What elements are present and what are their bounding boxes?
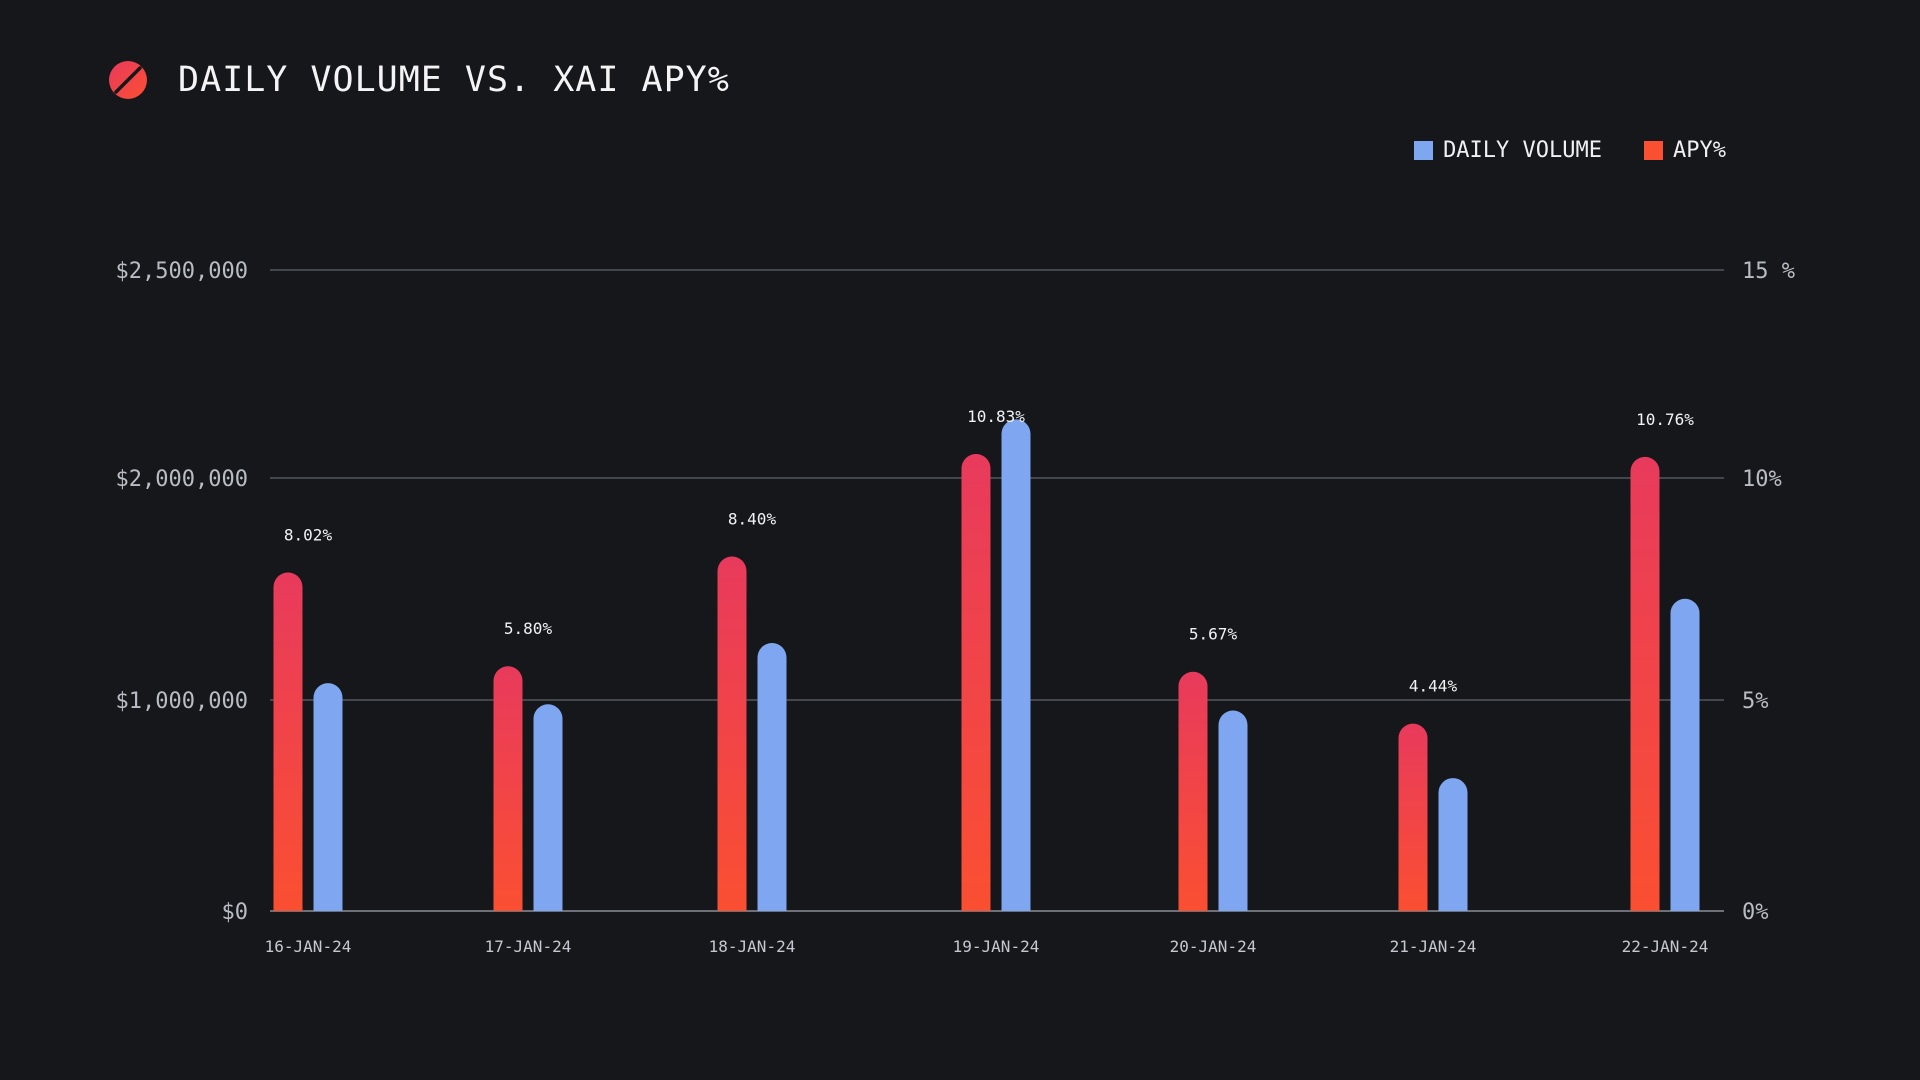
y-right-tick-label: 5% [1742,689,1769,714]
legend-item-daily-volume: DAILY VOLUME [1414,138,1602,163]
volume-bar [1670,598,1700,911]
apy-bar [717,556,747,911]
apy-bar [961,453,991,911]
bar-group [273,419,1700,911]
grid-lines [270,269,1724,912]
y-left-tick-label: $2,500,000 [116,259,248,284]
y-right-tick-label: 15 % [1742,259,1795,284]
y-left-tick-label: $2,000,000 [116,467,248,492]
x-category-label: 18-JAN-24 [709,937,796,956]
slashed-circle-logo-icon [109,61,147,99]
apy-bar [1630,456,1660,911]
x-category-label: 16-JAN-24 [265,937,352,956]
y-right-tick-label: 10% [1742,467,1782,492]
y-left-tick-label: $0 [222,900,249,925]
volume-bar [757,643,787,911]
legend-label-volume: DAILY VOLUME [1443,138,1603,163]
volume-bar [313,683,343,911]
y-right-tick-label: 0% [1742,900,1769,925]
x-category-label: 17-JAN-24 [485,937,572,956]
legend-swatch-apy [1644,141,1664,160]
apy-data-label: 4.44% [1409,677,1458,696]
apy-data-label: 8.02% [284,526,333,545]
apy-bar [273,572,303,911]
apy-bar [1398,723,1428,911]
legend-swatch-volume [1414,141,1434,160]
y-left-tick-label: $1,000,000 [116,689,248,714]
volume-bar [1438,778,1468,911]
chart-title: DAILY VOLUME VS. XAI APY% [178,60,730,100]
chart-header: DAILY VOLUME VS. XAI APY% [108,58,730,102]
apy-bar [493,666,523,911]
chart-labels: $0 $1,000,000 $2,000,000 $2,500,000 0% 5% 10% 1… [116,259,1795,956]
x-category-label: 20-JAN-24 [1170,937,1257,956]
chart-legend: DAILY VOLUME APY% [1372,138,1726,163]
volume-bar [533,704,563,911]
x-category-label: 19-JAN-24 [953,937,1040,956]
apy-bar [1178,671,1208,911]
apy-data-label: 8.40% [728,510,777,529]
legend-label-apy: APY% [1673,138,1726,163]
volume-bar [1218,710,1248,911]
legend-item-apy: APY% [1644,138,1726,163]
x-category-label: 21-JAN-24 [1390,937,1477,956]
apy-data-label: 10.76% [1636,410,1694,429]
volume-bar [1001,419,1031,911]
apy-data-label: 5.67% [1189,625,1238,644]
apy-data-label: 5.80% [504,619,553,638]
x-category-label: 22-JAN-24 [1622,937,1709,956]
apy-data-label: 10.83% [967,407,1025,426]
